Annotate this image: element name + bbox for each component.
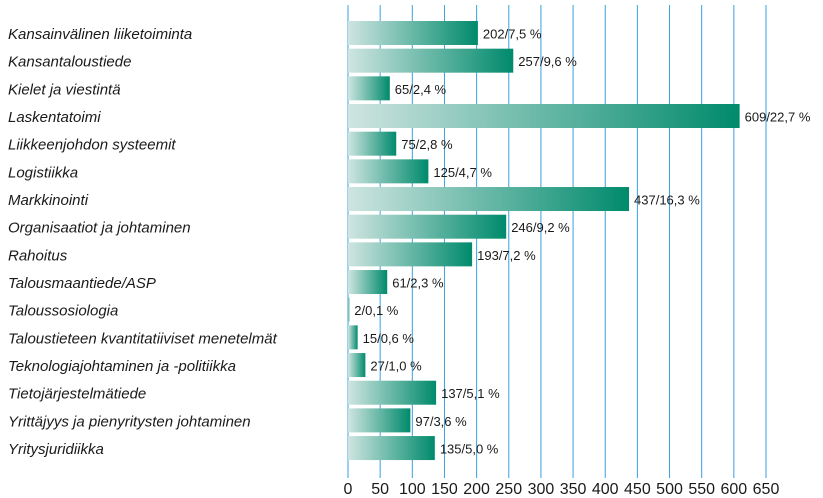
x-tick-label: 250 [495,481,522,498]
category-label: Kansantaloustiede [8,54,131,71]
data-label: 135/5,0 % [440,441,499,456]
bar [348,325,358,350]
data-label: 609/22,7 % [745,109,811,124]
bar [348,48,514,73]
x-tick-label: 50 [371,481,389,498]
category-label: Teknologiajohtaminen ja -politiikka [8,358,236,375]
data-label: 75/2,8 % [401,137,453,152]
bar [348,131,397,156]
data-label: 97/3,6 % [415,414,467,429]
data-label: 193/7,2 % [477,248,536,263]
data-label: 15/0,6 % [363,331,415,346]
category-label: Organisaatiot ja johtaminen [8,220,191,237]
category-label: Rahoitus [8,247,68,264]
category-label: Talousmaantiede/ASP [8,275,156,292]
data-label: 65/2,4 % [395,82,447,97]
category-label: Laskentatoimi [8,109,101,126]
data-label: 2/0,1 % [354,303,399,318]
bar [348,297,350,322]
category-label: Yrittäjyys ja pienyritysten johtaminen [8,413,251,430]
bar [348,187,630,212]
data-label: 61/2,3 % [392,275,444,290]
bar [348,353,366,378]
x-tick-label: 0 [344,481,353,498]
x-tick-label: 100 [399,481,426,498]
bar [348,380,437,405]
x-tick-label: 450 [624,481,651,498]
data-label: 137/5,1 % [441,386,500,401]
x-tick-label: 600 [720,481,747,498]
data-label: 246/9,2 % [511,220,570,235]
category-label: Taloussosiologia [8,303,118,320]
category-label: Kansainvälinen liiketoiminta [8,26,192,43]
bar [348,21,478,45]
category-label: Kielet ja viestintä [8,81,121,98]
data-label: 27/1,0 % [370,358,422,373]
category-label: Logistiikka [8,164,78,181]
x-tick-label: 350 [560,481,587,498]
x-tick-label: 200 [463,481,490,498]
x-tick-label: 650 [753,481,780,498]
data-label: 202/7,5 % [483,26,542,41]
category-label: Tietojärjestelmätiede [8,386,146,403]
category-label: Markkinointi [8,192,89,209]
x-tick-label: 400 [592,481,619,498]
x-tick-label: 500 [656,481,683,498]
bar [348,270,388,295]
category-label: Taloustieteen kvantitatiiviset menetelmä… [8,330,278,347]
bar [348,408,411,433]
x-tick-label: 150 [431,481,458,498]
bar [348,159,429,184]
data-label: 257/9,6 % [518,54,577,69]
bar [348,242,473,267]
category-label: Liikkeenjohdon systeemit [8,137,176,154]
bar [348,436,435,461]
x-tick-label: 300 [528,481,555,498]
data-label: 125/4,7 % [433,165,492,180]
data-label: 437/16,3 % [634,192,700,207]
bar [348,104,740,129]
x-tick-label: 550 [688,481,715,498]
category-label: Yritysjuridiikka [8,441,104,458]
bar [348,214,507,239]
bar [348,76,390,101]
